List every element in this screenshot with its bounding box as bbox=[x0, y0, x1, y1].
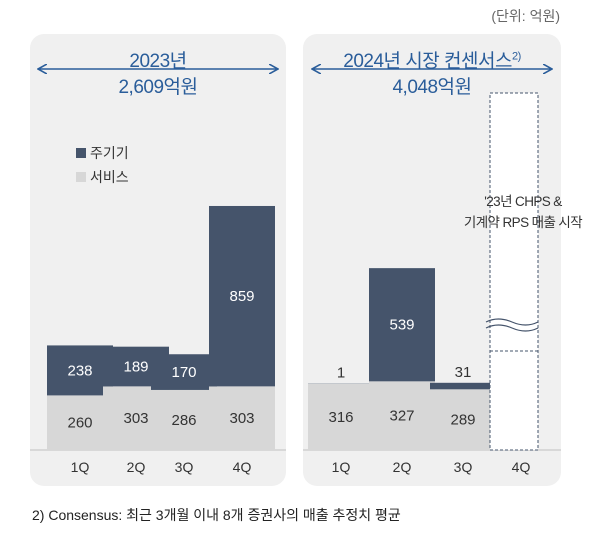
panel-title-2024-footnote-mark: 2) bbox=[511, 50, 521, 63]
annotation-line-2: 기계약 RPS 매출 시작 bbox=[464, 215, 582, 230]
value-label-equipment-2024-3Q: 31 bbox=[455, 364, 472, 381]
category-label-2023-4Q: 4Q bbox=[233, 459, 252, 475]
value-label-equipment-2023-1Q: 238 bbox=[67, 362, 92, 379]
bars-group: 1Q 260 238 2Q 303 189 3Q 286 170 4Q 303 859 1Q 316 1 2Q… bbox=[47, 92, 583, 475]
value-label-service-2023-4Q: 303 bbox=[229, 410, 254, 427]
value-label-service-2023-1Q: 260 bbox=[67, 415, 92, 432]
bar-service-2024-3Q bbox=[430, 389, 496, 450]
value-label-equipment-2023-3Q: 170 bbox=[171, 364, 196, 381]
placeholder-bar-2024-4Q bbox=[489, 92, 539, 451]
category-label-2023-3Q: 3Q bbox=[175, 459, 194, 475]
bar-equipment-2024-3Q bbox=[430, 382, 496, 390]
bar-equipment-2023-1Q bbox=[47, 345, 113, 396]
bar-equipment-2024-2Q bbox=[369, 268, 435, 382]
category-label-2024-1Q: 1Q bbox=[332, 459, 351, 475]
bar-service-2024-2Q bbox=[369, 381, 435, 450]
value-label-equipment-2023-4Q: 859 bbox=[229, 288, 254, 305]
annotation-line-1: '23년 CHPS & bbox=[484, 194, 562, 209]
panel-total-2023: 2,609억원 bbox=[118, 77, 198, 98]
value-label-service-2024-1Q: 316 bbox=[328, 409, 353, 426]
legend-label-service: 서비스 bbox=[90, 169, 129, 185]
bar-service-2024-1Q bbox=[308, 383, 374, 450]
value-label-equipment-2024-2Q: 539 bbox=[389, 317, 414, 334]
legend-item-equipment: 주기기 bbox=[76, 143, 129, 163]
legend-item-service: 서비스 bbox=[76, 167, 129, 187]
break-mark-upper-2024-4Q bbox=[485, 318, 539, 326]
legend-swatch-equipment bbox=[76, 148, 86, 158]
category-label-2024-2Q: 2Q bbox=[393, 459, 412, 475]
panel-total-2024: 4,048억원 bbox=[392, 77, 472, 98]
legend-swatch-service bbox=[76, 172, 86, 182]
category-label-2024-3Q: 3Q bbox=[454, 459, 473, 475]
break-mark-lower-2024-4Q bbox=[485, 324, 539, 332]
unit-note: (단위: 억원) bbox=[491, 8, 560, 24]
bar-equipment-2023-3Q bbox=[151, 354, 217, 390]
value-label-service-2024-2Q: 327 bbox=[389, 408, 414, 425]
value-label-equipment-2024-1Q: 1 bbox=[337, 364, 345, 381]
value-label-service-2024-3Q: 289 bbox=[450, 412, 475, 429]
value-label-equipment-2023-2Q: 189 bbox=[123, 359, 148, 376]
bar-service-2023-1Q bbox=[47, 395, 113, 450]
category-label-2023-2Q: 2Q bbox=[127, 459, 146, 475]
value-label-service-2023-2Q: 303 bbox=[123, 410, 148, 427]
bar-service-2023-3Q bbox=[151, 389, 217, 450]
bar-equipment-2023-4Q bbox=[209, 205, 275, 387]
category-label-2023-1Q: 1Q bbox=[71, 459, 90, 475]
legend-label-equipment: 주기기 bbox=[90, 145, 129, 161]
bar-service-2023-4Q bbox=[209, 386, 275, 450]
value-label-service-2023-3Q: 286 bbox=[171, 412, 196, 429]
footnote: 2) Consensus: 최근 3개월 이내 8개 증권사의 매출 추정치 평… bbox=[32, 507, 401, 523]
category-label-2024-4Q: 4Q bbox=[512, 459, 531, 475]
